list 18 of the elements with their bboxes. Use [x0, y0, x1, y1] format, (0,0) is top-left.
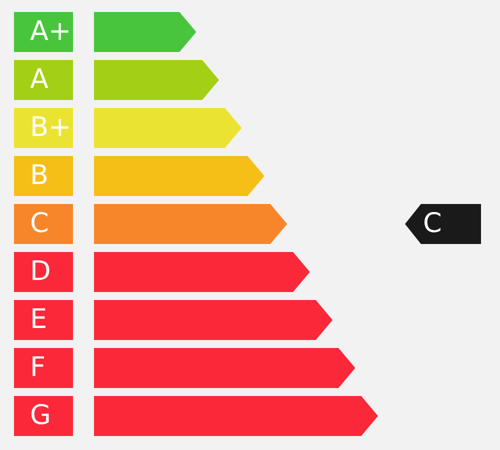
bar [94, 60, 219, 100]
bar [94, 300, 333, 340]
y-tick-label: D [30, 256, 51, 288]
bar [94, 156, 264, 196]
y-tick-label: F [30, 352, 46, 384]
bar [94, 252, 310, 292]
y-tick-label: G [30, 400, 51, 432]
text: C [423, 207, 442, 241]
y-tick-label: C [30, 208, 49, 240]
bar [94, 348, 356, 388]
y-tick-label: A+ [30, 16, 72, 48]
y-tick-label: A [30, 64, 49, 96]
bar [94, 396, 378, 436]
y-tick-label: B [30, 160, 49, 192]
bar [94, 204, 288, 244]
y-tick-label: E [30, 304, 48, 336]
y-tick-label: B+ [30, 112, 72, 144]
bar [94, 108, 242, 148]
